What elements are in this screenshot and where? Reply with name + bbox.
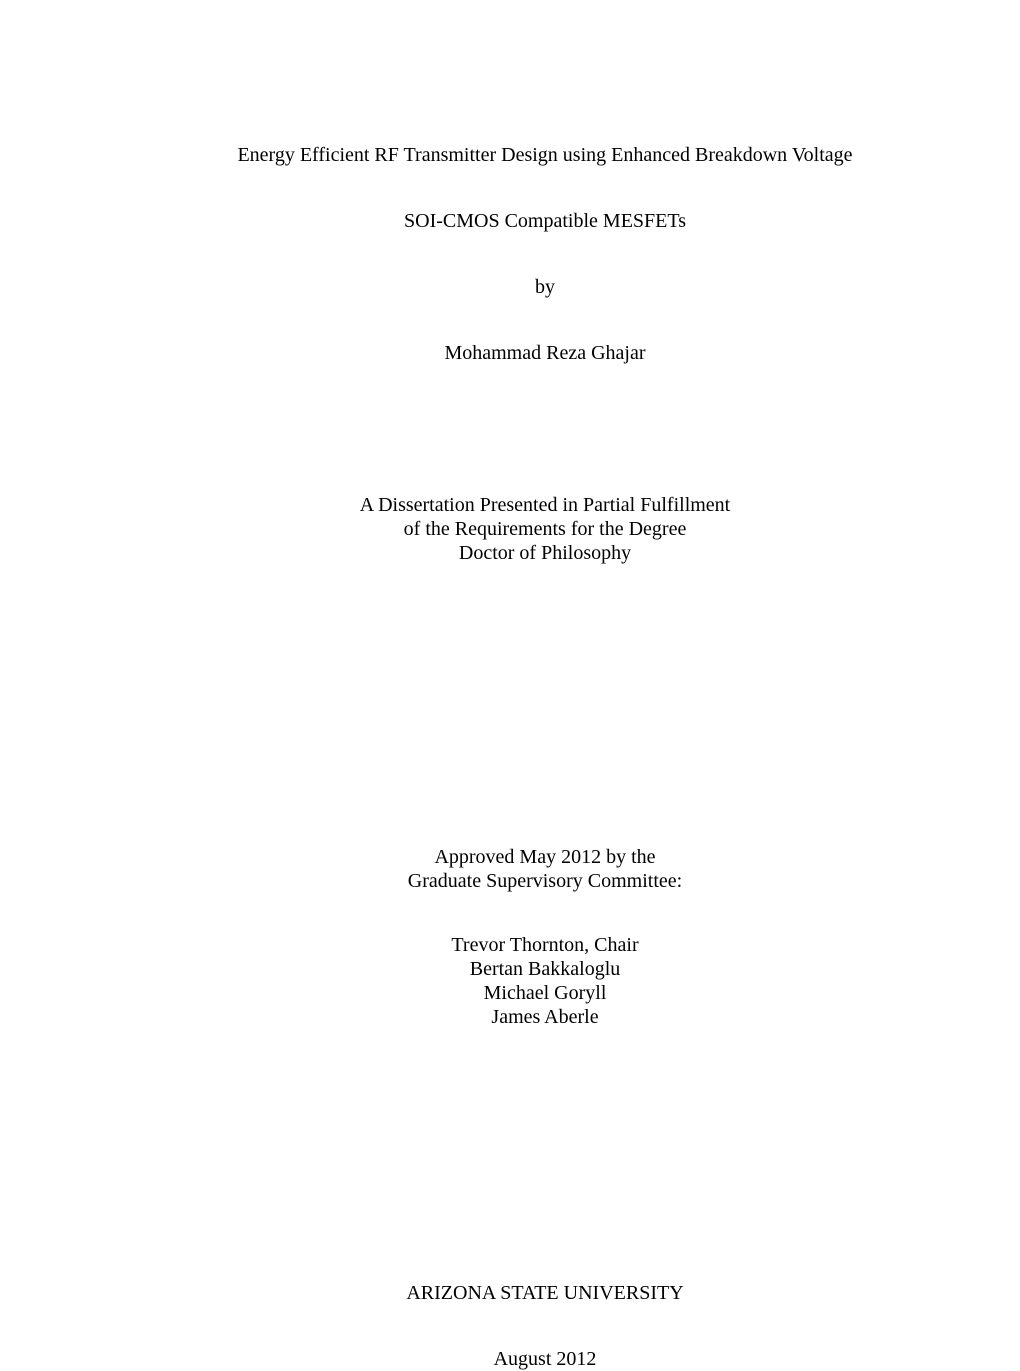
by-label: by	[180, 275, 910, 299]
committee-members: Trevor Thornton, Chair Bertan Bakkaloglu…	[180, 933, 910, 1029]
fulfillment-statement: A Dissertation Presented in Partial Fulf…	[180, 493, 910, 565]
dissertation-title-page: Energy Efficient RF Transmitter Design u…	[180, 143, 910, 1371]
approved-line-2: Graduate Supervisory Committee:	[180, 869, 910, 893]
committee-chair: Trevor Thornton, Chair	[180, 933, 910, 957]
title-line-1: Energy Efficient RF Transmitter Design u…	[180, 143, 910, 167]
author-name: Mohammad Reza Ghajar	[180, 341, 910, 365]
university-name: ARIZONA STATE UNIVERSITY	[180, 1281, 910, 1305]
committee-member-3: James Aberle	[180, 1005, 910, 1029]
committee-member-2: Michael Goryll	[180, 981, 910, 1005]
committee-member-1: Bertan Bakkaloglu	[180, 957, 910, 981]
approved-statement: Approved May 2012 by the Graduate Superv…	[180, 845, 910, 893]
approved-line-1: Approved May 2012 by the	[180, 845, 910, 869]
fulfillment-line-3: Doctor of Philosophy	[180, 541, 910, 565]
title-line-2: SOI-CMOS Compatible MESFETs	[180, 209, 910, 233]
fulfillment-line-1: A Dissertation Presented in Partial Fulf…	[180, 493, 910, 517]
fulfillment-line-2: of the Requirements for the Degree	[180, 517, 910, 541]
publication-date: August 2012	[180, 1347, 910, 1371]
